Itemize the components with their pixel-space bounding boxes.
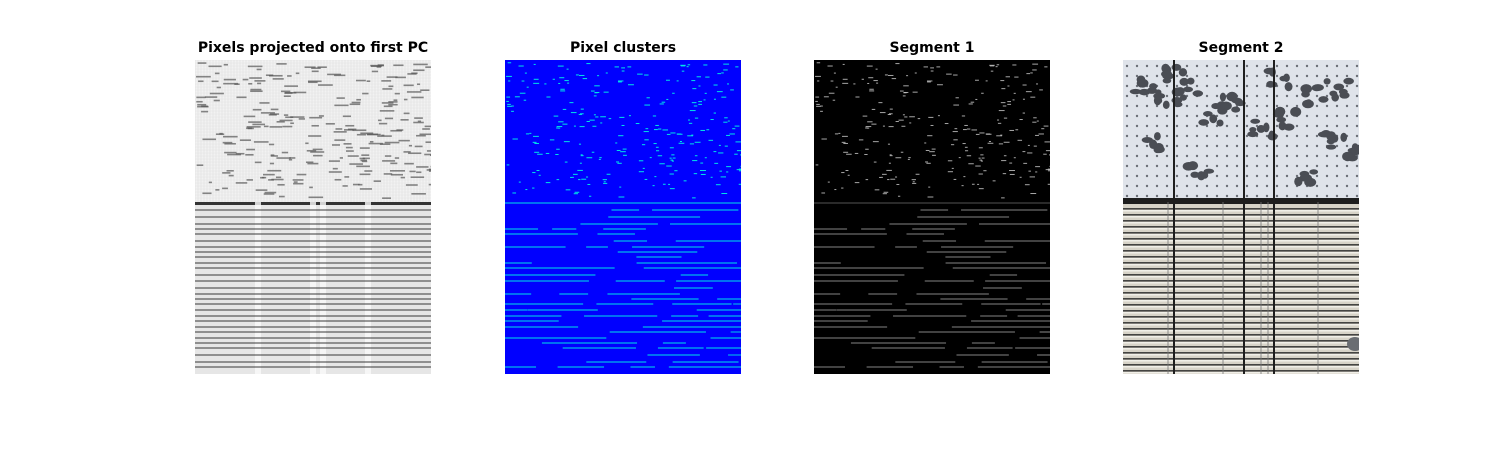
panel-title: Pixels projected onto first PC — [197, 40, 429, 56]
pc-projection-image — [195, 60, 431, 374]
segment-1-image — [814, 60, 1050, 374]
pixel-clusters-image — [505, 60, 741, 374]
panel-segment-2: Segment 2 — [1123, 0, 1359, 374]
panel-segment-1: Segment 1 — [814, 0, 1050, 374]
panel-title: Segment 2 — [1198, 40, 1284, 56]
panel-pixel-clusters: Pixel clusters — [505, 0, 741, 374]
panel-pc-projection: Pixels projected onto first PC — [195, 0, 431, 374]
segment-2-image — [1123, 60, 1359, 374]
panel-title: Segment 1 — [889, 40, 975, 56]
panel-title: Pixel clusters — [569, 40, 677, 56]
